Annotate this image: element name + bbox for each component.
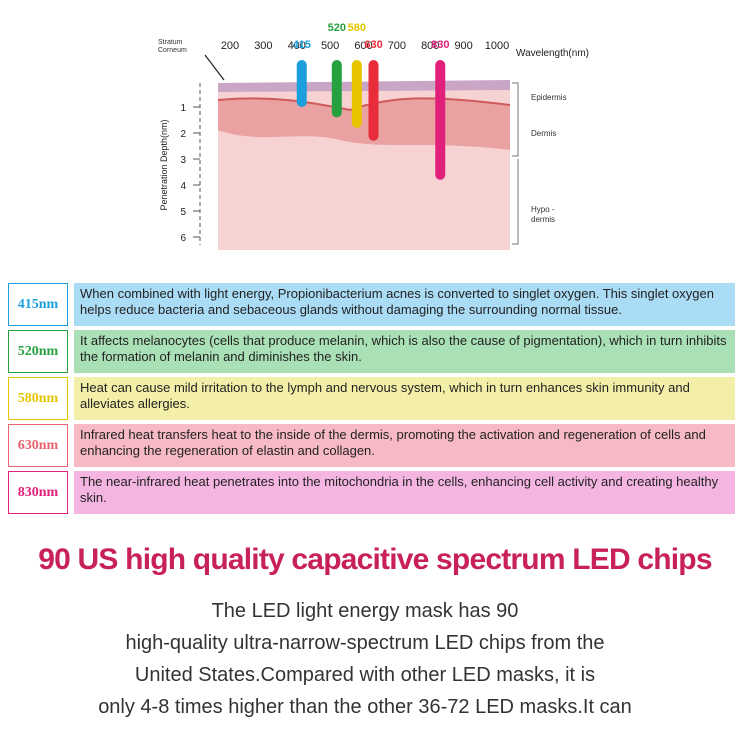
laser-bar (296, 60, 307, 107)
row-text: When combined with light energy, Propion… (74, 283, 735, 326)
y-tick-label: 4 (180, 181, 186, 192)
row: 830nm The near-infrared heat penetrates i… (8, 471, 735, 514)
y-tick-label: 1 (180, 103, 186, 114)
row: 520nm It affects melanocytes (cells that … (8, 330, 735, 373)
pointer (204, 54, 225, 81)
row-text: The near-infrared heat penetrates into t… (74, 471, 735, 514)
laser-bar (331, 60, 342, 118)
row: 415nm When combined with light energy, Pr… (8, 283, 735, 326)
x-tick-label: 200 (221, 40, 239, 52)
x-tick-label: 700 (388, 40, 406, 52)
y-tick-label: 3 (180, 155, 186, 166)
paragraph-line: high-quality ultra-narrow-spectrum LED c… (125, 632, 605, 654)
laser-bar (351, 60, 362, 128)
x-tick-label: 900 (454, 40, 472, 52)
layer-label: Corneum (158, 47, 187, 54)
stratum (218, 80, 510, 92)
layer-label: Stratum (158, 39, 183, 46)
x-axis-label: Wavelength(nm) (516, 48, 589, 59)
layer-name: Epidermis (531, 93, 567, 102)
laser-label: 630 (364, 39, 382, 51)
row-label: 520nm (8, 330, 68, 373)
row-text: Infrared heat transfers heat to the insi… (74, 424, 735, 467)
brackets (512, 82, 519, 245)
row-text: Heat can cause mild irritation to the ly… (74, 377, 735, 420)
x-tick-label: 300 (254, 40, 272, 52)
laser-label: 520 (328, 22, 346, 34)
row-label: 830nm (8, 471, 68, 514)
y-tick-label: 5 (180, 207, 186, 218)
laser-label: 580 (348, 22, 366, 34)
boundary (217, 97, 511, 112)
row: 580nm Heat can cause mild irritation to t… (8, 377, 735, 420)
paragraph-line: only 4-8 times higher than the other 36-… (98, 696, 632, 718)
row: 630nm Infrared heat transfers heat to the… (8, 424, 735, 467)
x-tick-label: 1000 (485, 40, 509, 52)
laser-bar (435, 60, 446, 180)
laser-label: 415 (293, 39, 311, 51)
laser-bar (368, 60, 379, 141)
x-tick-label: 800 (421, 40, 439, 52)
heading: 90 US high quality capacitive spectrum L… (38, 543, 712, 576)
paragraph-line: The LED light energy mask has 90 (211, 600, 519, 622)
x-tick-label: 600 (354, 40, 372, 52)
laser-label: 830 (431, 39, 449, 51)
row-label: 415nm (8, 283, 68, 326)
layer-name: Hypo - (531, 205, 555, 214)
y-tick-label: 2 (180, 129, 186, 140)
row-label: 630nm (8, 424, 68, 467)
paragraph-line: United States.Compared with other LED ma… (134, 664, 596, 686)
x-tick-label: 400 (288, 40, 306, 52)
layer-name: dermis (531, 215, 555, 224)
y-axis-label: Penetration Depth(nm) (159, 119, 169, 210)
row-label: 580nm (8, 377, 68, 420)
x-tick-label: 500 (321, 40, 339, 52)
layer-name: Dermis (531, 129, 556, 138)
row-text: It affects melanocytes (cells that produ… (74, 330, 735, 373)
y-tick-label: 6 (180, 233, 186, 244)
